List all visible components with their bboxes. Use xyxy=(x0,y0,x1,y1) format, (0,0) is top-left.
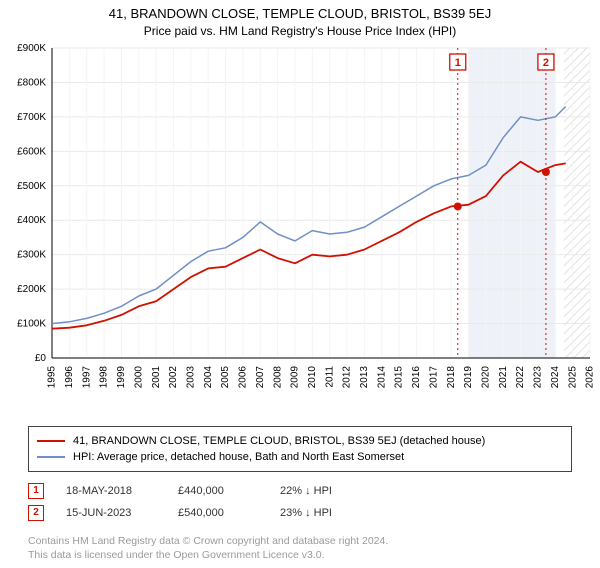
svg-text:1995: 1995 xyxy=(47,366,58,389)
svg-text:2012: 2012 xyxy=(342,366,353,389)
svg-text:1998: 1998 xyxy=(99,366,110,389)
svg-text:2011: 2011 xyxy=(324,366,335,388)
footer-attribution: Contains HM Land Registry data © Crown c… xyxy=(28,534,572,562)
svg-text:2000: 2000 xyxy=(133,366,144,389)
transaction-delta-2: 23% ↓ HPI xyxy=(280,507,370,519)
legend-row-property: 41, BRANDOWN CLOSE, TEMPLE CLOUD, BRISTO… xyxy=(37,433,563,449)
svg-text:2025: 2025 xyxy=(567,366,578,389)
transaction-delta-1: 22% ↓ HPI xyxy=(280,485,370,497)
svg-text:2006: 2006 xyxy=(238,366,249,389)
svg-text:1999: 1999 xyxy=(116,366,127,389)
legend-swatch-property xyxy=(37,440,65,442)
footer-line1: Contains HM Land Registry data © Crown c… xyxy=(28,534,572,548)
svg-text:2007: 2007 xyxy=(255,366,266,389)
svg-text:£600K: £600K xyxy=(17,146,46,157)
svg-text:£400K: £400K xyxy=(17,215,46,226)
svg-text:2004: 2004 xyxy=(203,366,214,389)
svg-text:2014: 2014 xyxy=(376,366,387,389)
legend-box: 41, BRANDOWN CLOSE, TEMPLE CLOUD, BRISTO… xyxy=(28,426,572,472)
transaction-row-1: 1 18-MAY-2018 £440,000 22% ↓ HPI xyxy=(28,480,572,502)
svg-text:2018: 2018 xyxy=(446,366,457,389)
svg-text:2020: 2020 xyxy=(481,366,492,389)
svg-text:£0: £0 xyxy=(35,353,47,364)
svg-text:2019: 2019 xyxy=(463,366,474,389)
transaction-price-1: £440,000 xyxy=(178,485,258,497)
legend-swatch-hpi xyxy=(37,456,65,458)
transaction-date-1: 18-MAY-2018 xyxy=(66,485,156,497)
svg-text:£300K: £300K xyxy=(17,250,46,261)
svg-text:1: 1 xyxy=(455,57,461,69)
title-line2: Price paid vs. HM Land Registry's House … xyxy=(0,24,600,38)
legend-row-hpi: HPI: Average price, detached house, Bath… xyxy=(37,449,563,465)
svg-text:2013: 2013 xyxy=(359,366,370,389)
transaction-marker-1: 1 xyxy=(28,483,44,499)
svg-text:2003: 2003 xyxy=(185,366,196,389)
svg-text:2008: 2008 xyxy=(272,366,283,389)
svg-text:2: 2 xyxy=(543,57,549,69)
svg-text:2021: 2021 xyxy=(498,366,509,389)
svg-text:£800K: £800K xyxy=(17,77,46,88)
svg-text:£700K: £700K xyxy=(17,112,46,123)
svg-text:2010: 2010 xyxy=(307,366,318,389)
footer-line2: This data is licensed under the Open Gov… xyxy=(28,548,572,562)
svg-text:2026: 2026 xyxy=(585,366,596,389)
svg-text:£500K: £500K xyxy=(17,181,46,192)
svg-text:1996: 1996 xyxy=(64,366,75,389)
title-line1: 41, BRANDOWN CLOSE, TEMPLE CLOUD, BRISTO… xyxy=(0,6,600,21)
legend-label-hpi: HPI: Average price, detached house, Bath… xyxy=(73,451,404,463)
svg-text:£900K: £900K xyxy=(17,43,46,54)
svg-text:2017: 2017 xyxy=(428,366,439,389)
transaction-marker-2: 2 xyxy=(28,505,44,521)
chart-area: £0 £100K £200K £300K £400K £500K £600K £700K £80… xyxy=(0,40,600,420)
svg-text:2009: 2009 xyxy=(290,366,301,389)
svg-text:2024: 2024 xyxy=(550,366,561,389)
svg-text:2005: 2005 xyxy=(220,366,231,389)
transaction-row-2: 2 15-JUN-2023 £540,000 23% ↓ HPI xyxy=(28,502,572,524)
legend-label-property: 41, BRANDOWN CLOSE, TEMPLE CLOUD, BRISTO… xyxy=(73,435,485,447)
transaction-price-2: £540,000 xyxy=(178,507,258,519)
chart-svg: £0 £100K £200K £300K £400K £500K £600K £700K £80… xyxy=(0,40,600,420)
svg-text:2001: 2001 xyxy=(151,366,162,389)
svg-text:£100K: £100K xyxy=(17,319,46,330)
svg-text:2022: 2022 xyxy=(515,366,526,389)
svg-text:1997: 1997 xyxy=(81,366,92,389)
svg-text:2023: 2023 xyxy=(533,366,544,389)
svg-text:2015: 2015 xyxy=(394,366,405,389)
svg-text:2002: 2002 xyxy=(168,366,179,389)
svg-text:2016: 2016 xyxy=(411,366,422,389)
transaction-date-2: 15-JUN-2023 xyxy=(66,507,156,519)
svg-text:£200K: £200K xyxy=(17,284,46,295)
transaction-table: 1 18-MAY-2018 £440,000 22% ↓ HPI 2 15-JU… xyxy=(28,480,572,524)
chart-titles: 41, BRANDOWN CLOSE, TEMPLE CLOUD, BRISTO… xyxy=(0,0,600,40)
